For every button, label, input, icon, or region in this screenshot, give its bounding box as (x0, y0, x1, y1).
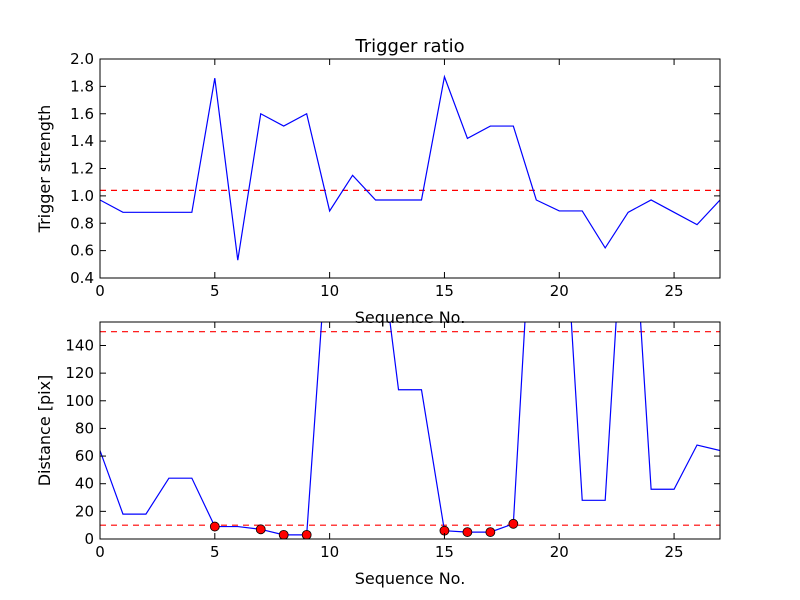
x-axis-label: Sequence No. (355, 308, 466, 327)
x-tick-label: 10 (320, 543, 339, 561)
trigger-ratio-plot: 0 5 10 15 20 25 0.4 0.6 0.8 1.0 1.2 1.4 1.6 1.8 2.0 Seq… (35, 36, 721, 327)
y-tick-label: 1.4 (70, 132, 94, 150)
x-tick-label: 20 (550, 282, 569, 300)
y-tick-label: 0.8 (70, 214, 94, 232)
data-marker (508, 518, 519, 529)
y-tick-label: 2.0 (70, 50, 94, 68)
x-tick-label: 25 (665, 282, 684, 300)
y-tick-label: 40 (75, 475, 94, 493)
data-marker (462, 527, 473, 537)
x-tick-label: 0 (95, 282, 105, 300)
x-tick-label: 25 (665, 543, 684, 561)
data-marker (301, 529, 312, 539)
plot-area (100, 322, 720, 539)
series-line (100, 74, 720, 261)
x-tick-label: 5 (210, 282, 220, 300)
distance-plot: 0 5 10 15 20 25 0 20 40 60 80 100 120 140 Sequence No.… (35, 321, 721, 588)
y-tick-label: 0.6 (70, 242, 94, 260)
x-tick-label: 15 (435, 543, 454, 561)
chart-title: Trigger ratio (354, 36, 464, 57)
y-tick-label: 1.0 (70, 187, 94, 205)
x-tick-label: 10 (320, 282, 339, 300)
x-tick-label: 15 (435, 282, 454, 300)
y-tick-label: 0 (84, 530, 94, 548)
y-tick-label: 1.8 (70, 77, 94, 95)
axes-frame (99, 321, 721, 540)
data-marker (485, 527, 496, 537)
plot-area (100, 74, 720, 261)
data-marker (209, 521, 220, 532)
y-tick-label: 120 (65, 364, 94, 382)
y-tick-label: 1.2 (70, 160, 94, 178)
y-tick-label: 140 (65, 336, 94, 354)
data-marker (278, 529, 289, 539)
x-tick-label: 20 (550, 543, 569, 561)
series-line (100, 322, 720, 536)
y-tick-label: 0.4 (70, 269, 94, 287)
y-tick-label: 1.6 (70, 105, 94, 123)
data-marker (255, 524, 266, 535)
y-tick-label: 60 (75, 447, 94, 465)
x-axis-label: Sequence No. (355, 569, 466, 588)
x-tick-label: 0 (95, 543, 105, 561)
y-axis-label: Trigger strength (35, 105, 54, 234)
y-axis-label: Distance [pix] (35, 375, 54, 487)
y-tick-label: 20 (75, 502, 94, 520)
x-tick-label: 5 (210, 543, 220, 561)
y-tick-label: 80 (75, 419, 94, 437)
y-tick-label: 100 (65, 392, 94, 410)
